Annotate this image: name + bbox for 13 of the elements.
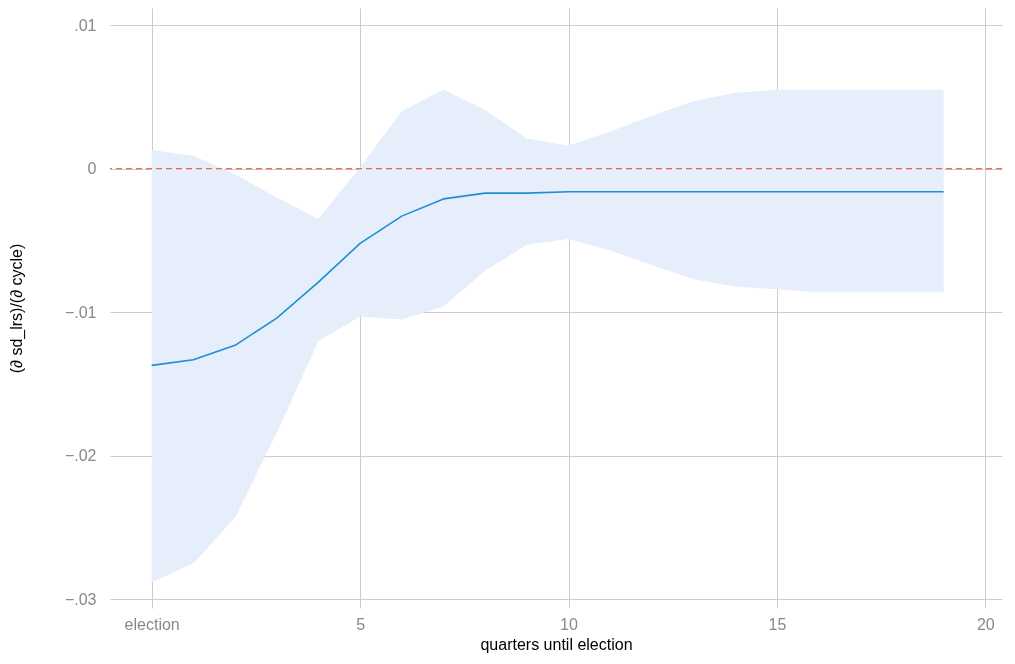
y-tick-label: .01 xyxy=(74,16,97,34)
y-tick-label: −.01 xyxy=(64,303,97,321)
y-tick-label: −.02 xyxy=(64,447,97,465)
y-axis-title: (∂ sd_lrs)/(∂ cycle) xyxy=(7,243,26,374)
x-tick-label: 15 xyxy=(768,615,787,633)
line-series xyxy=(150,190,945,367)
y-tick-label: 0 xyxy=(87,160,97,178)
x-tick-label: 20 xyxy=(976,615,995,633)
x-tick-label: election xyxy=(124,615,180,633)
x-tick-label: 10 xyxy=(560,615,578,633)
y-tick-label: −.03 xyxy=(64,590,97,608)
x-axis-title: quarters until election xyxy=(480,635,633,653)
x-tick-label: 5 xyxy=(356,615,366,633)
